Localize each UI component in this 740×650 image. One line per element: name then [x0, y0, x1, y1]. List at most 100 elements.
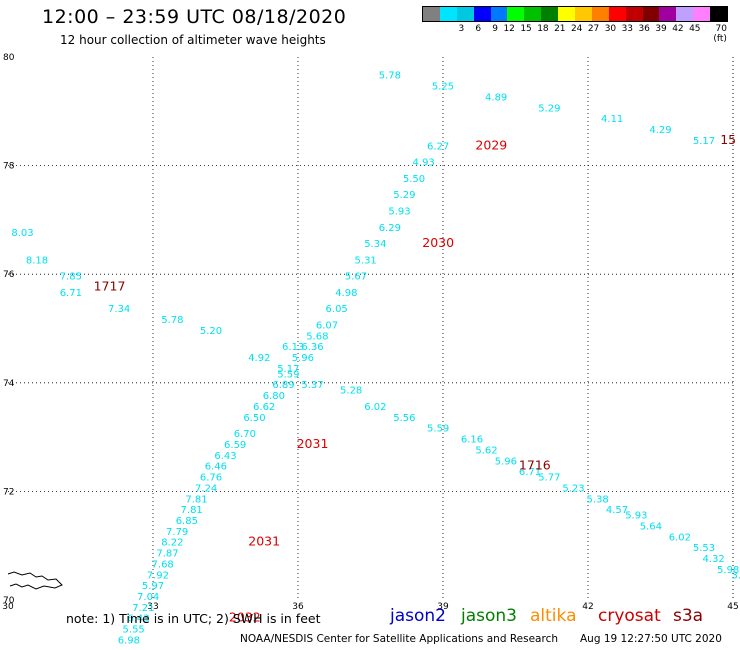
x-tick-label: 36	[292, 602, 304, 612]
wave-height-value: 6.98	[118, 635, 140, 646]
wave-height-value: 5.31	[355, 255, 377, 266]
wave-height-value: 4.11	[601, 114, 623, 125]
legend-swatch	[625, 7, 643, 21]
legend-swatch	[608, 7, 626, 21]
wave-height-value: 5.53	[693, 543, 715, 554]
wave-height-value: 6.89	[272, 380, 294, 391]
legend-label: 27	[587, 24, 600, 34]
wave-height-value: 5.23	[562, 483, 584, 494]
legend-label: 15	[520, 24, 532, 34]
wave-height-value: 7.68	[152, 559, 174, 570]
wave-height-value: 5.96	[292, 353, 314, 364]
map-grid	[8, 57, 734, 600]
page-subtitle: 12 hour collection of altimeter wave hei…	[60, 33, 326, 47]
x-tick-label: 33	[147, 602, 158, 612]
wave-height-value: 5.67	[345, 272, 367, 283]
wave-height-value: 5.59	[427, 424, 449, 435]
wave-height-value: 4.98	[335, 288, 357, 299]
legend-swatch	[473, 7, 491, 21]
legend-labels: 3 6 9 12 15 18 21 24 27 30 33 36 39 42 45 70 (ft)	[422, 24, 728, 44]
wave-height-value: 4.89	[485, 92, 507, 103]
legend-swatch	[575, 7, 592, 21]
x-tick-label: 39	[437, 602, 449, 612]
coastline-path	[7, 571, 63, 590]
wave-height-value: 6.13	[282, 342, 304, 353]
legend-label: 36	[638, 24, 650, 34]
wave-height-value: 7.24	[195, 483, 217, 494]
wave-height-value: 6.07	[316, 321, 338, 332]
wave-height-value: 6.36	[301, 342, 323, 353]
wave-height-value: 5.68	[306, 331, 328, 342]
legend-label: 24	[570, 24, 583, 34]
footer-credit: NOAA/NESDIS Center for Satellite Applica…	[240, 633, 558, 645]
wave-height-value: 5.29	[393, 190, 415, 201]
legend-swatch	[710, 7, 728, 21]
y-tick-label: 74	[3, 379, 15, 389]
legend-label: 18	[537, 24, 549, 34]
wave-height-value: 7.79	[166, 527, 188, 538]
y-tick-label: 70	[3, 596, 15, 606]
wave-height-value: 5.78	[161, 315, 183, 326]
x-tick-label: 45	[727, 602, 738, 612]
wave-height-value: 5.56	[393, 413, 415, 424]
pass-time-label: 1716	[519, 458, 551, 473]
wave-height-value: 6.02	[364, 402, 386, 413]
legend-swatch	[439, 7, 457, 21]
legend-swatch	[507, 7, 525, 21]
wave-height-value: 5.98	[717, 565, 739, 576]
sat-s3a: s3a	[673, 606, 704, 626]
wave-height-value: 7.92	[147, 570, 169, 581]
wave-height-value: 7.21	[132, 603, 154, 614]
wave-height-value: 5.38	[587, 494, 609, 505]
legend-swatch	[490, 7, 508, 21]
wave-height-value: 4.57	[606, 505, 628, 516]
x-tick-label: 30	[2, 602, 14, 612]
legend-label: 6	[475, 24, 482, 34]
color-legend: 3 6 9 12 15 18 21 24 27 30 33 36 39 42 45 70 (ft)	[422, 6, 728, 44]
footer-timestamp: Aug 19 12:27:50 UTC 2020	[580, 633, 722, 645]
sat-jason3: jason3	[461, 606, 517, 626]
legend-swatch	[693, 7, 711, 21]
wave-height-value: 4.93	[413, 158, 435, 169]
legend-swatch	[642, 7, 660, 21]
wave-height-value: 5.17	[693, 136, 715, 147]
legend-label: 9	[492, 24, 499, 34]
wave-height-points: 8.03 8.18 7.85 6.71 7.34 5.78 5.20 4.92 6.13 5.17…	[11, 71, 740, 647]
wave-height-value: 5.96	[495, 456, 517, 467]
legend-swatch	[558, 7, 576, 21]
wave-height-value: 7.87	[156, 549, 178, 560]
sat-altika: altika	[530, 606, 577, 626]
legend-swatch	[456, 7, 474, 21]
wave-height-value: 7.34	[108, 304, 130, 315]
pass-time-label: 2031	[248, 534, 280, 549]
wave-height-value: 4.32	[703, 554, 725, 565]
sat-jason2: jason2	[390, 606, 446, 626]
wave-height-value: 5.50	[403, 174, 425, 185]
legend-label: 30	[604, 24, 617, 34]
legend-label: 42	[672, 24, 684, 34]
wave-height-value: 5.59	[277, 369, 299, 380]
wave-height-value: 7.85	[60, 272, 82, 283]
y-tick-label: 72	[3, 487, 14, 497]
legend-label: 70 (ft)	[713, 24, 727, 44]
wave-height-value: 6.71	[60, 288, 82, 299]
wave-height-value: 4.29	[649, 125, 671, 136]
pass-time-label: 2029	[475, 137, 507, 152]
pass-time-labels: 15 2029 2030 1717 1716 2031 2031 2032	[94, 132, 737, 625]
wave-height-value: 6.02	[669, 532, 691, 543]
wave-height-value: 5.28	[340, 386, 362, 397]
legend-swatch	[541, 7, 559, 21]
wave-height-value: 5.93	[625, 511, 647, 522]
pass-time-label: 2030	[422, 235, 454, 250]
y-tick-label: 80	[3, 53, 15, 63]
wave-height-value: 7.81	[185, 494, 207, 505]
wave-height-value: 6.43	[214, 451, 236, 462]
y-tick-label: 78	[3, 162, 15, 172]
wave-height-value: 8.22	[161, 538, 183, 549]
wave-height-value: 6.43	[127, 614, 149, 625]
map-ticks: 30 33 36 39 42 45 70 72 74 76 78 80	[2, 53, 738, 612]
pass-time-label: 15	[720, 132, 736, 147]
wave-height-value: 6.71	[519, 467, 541, 478]
page-title: 12:00 – 23:59 UTC 08/18/2020	[42, 6, 347, 28]
